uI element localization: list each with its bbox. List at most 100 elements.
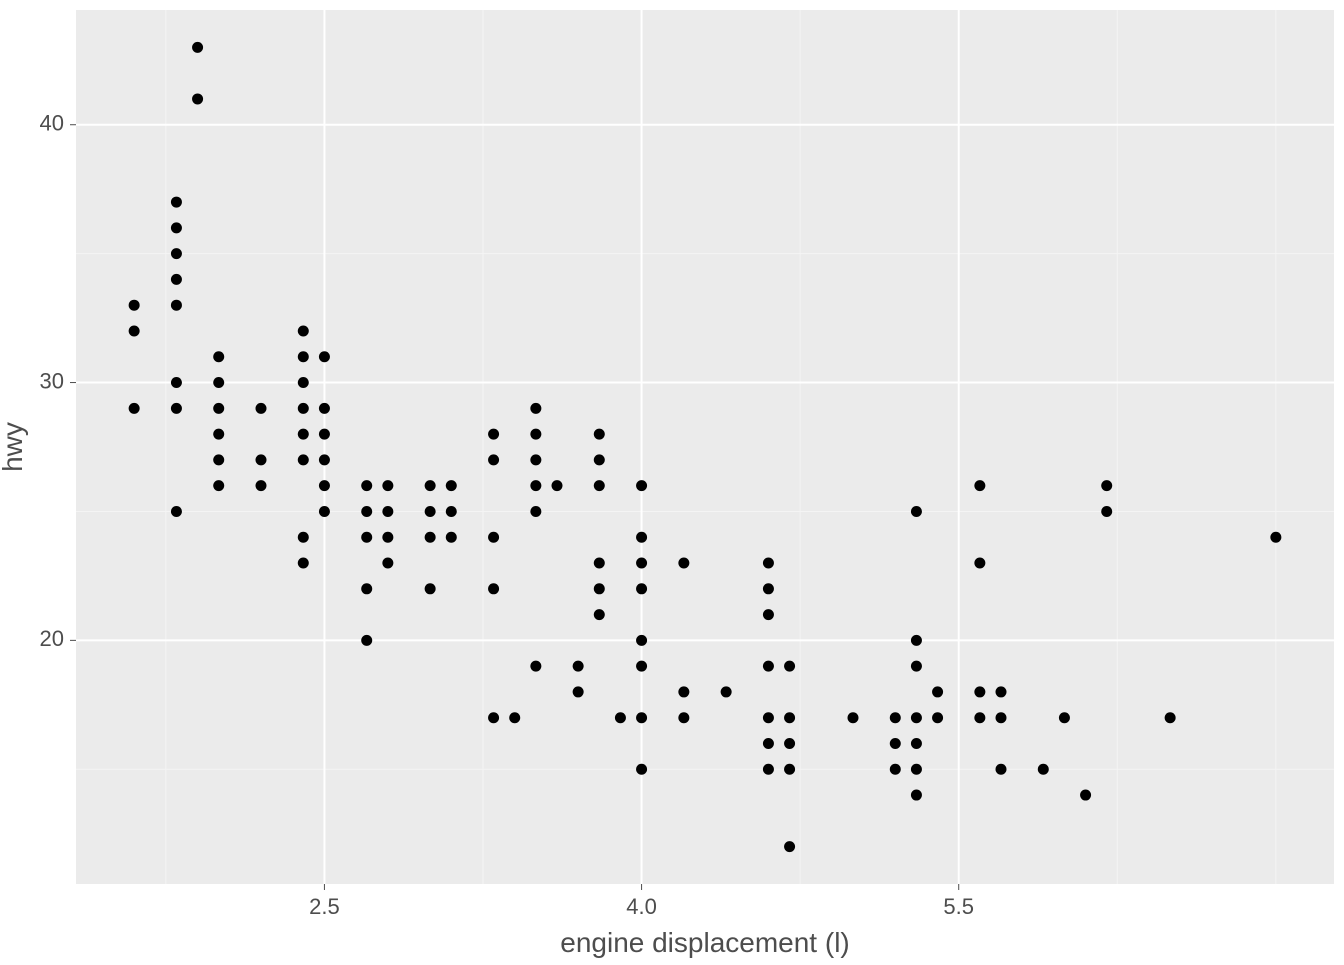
data-point (298, 532, 309, 543)
data-point (319, 429, 330, 440)
data-point (425, 532, 436, 543)
panel-background (76, 10, 1334, 884)
data-point (911, 506, 922, 517)
data-point (171, 403, 182, 414)
data-point (784, 712, 795, 723)
data-point (298, 325, 309, 336)
data-point (1270, 532, 1281, 543)
y-axis: 203040 (40, 111, 76, 652)
data-point (848, 712, 859, 723)
data-point (509, 712, 520, 723)
data-point (763, 764, 774, 775)
data-point (932, 712, 943, 723)
data-point (298, 558, 309, 569)
data-point (763, 583, 774, 594)
data-point (890, 712, 901, 723)
data-point (911, 712, 922, 723)
data-point (1080, 790, 1091, 801)
data-point (636, 532, 647, 543)
data-point (171, 197, 182, 208)
data-point (171, 222, 182, 233)
data-point (319, 351, 330, 362)
data-point (256, 480, 267, 491)
data-point (361, 480, 372, 491)
data-point (488, 712, 499, 723)
data-point (636, 583, 647, 594)
data-point (382, 506, 393, 517)
data-point (298, 454, 309, 465)
data-point (974, 558, 985, 569)
data-point (1165, 712, 1176, 723)
data-point (213, 351, 224, 362)
data-point (446, 506, 457, 517)
data-point (636, 712, 647, 723)
data-point (213, 377, 224, 388)
data-point (530, 429, 541, 440)
data-point (763, 661, 774, 672)
y-axis-title: hwy (0, 422, 28, 472)
y-tick-label: 40 (40, 111, 64, 136)
data-point (678, 712, 689, 723)
data-point (129, 325, 140, 336)
data-point (530, 661, 541, 672)
data-point (594, 454, 605, 465)
data-point (256, 454, 267, 465)
data-point (171, 274, 182, 285)
data-point (319, 480, 330, 491)
data-point (911, 790, 922, 801)
data-point (974, 686, 985, 697)
data-point (319, 506, 330, 517)
data-point (1101, 506, 1112, 517)
data-point (319, 454, 330, 465)
data-point (996, 764, 1007, 775)
data-point (636, 764, 647, 775)
data-point (594, 558, 605, 569)
data-point (615, 712, 626, 723)
data-point (129, 403, 140, 414)
data-point (171, 506, 182, 517)
data-point (382, 558, 393, 569)
data-point (530, 403, 541, 414)
data-point (763, 609, 774, 620)
data-point (488, 532, 499, 543)
data-point (488, 429, 499, 440)
data-point (932, 686, 943, 697)
data-point (361, 506, 372, 517)
data-point (171, 248, 182, 259)
data-point (425, 480, 436, 491)
data-point (530, 506, 541, 517)
data-point (425, 583, 436, 594)
data-point (298, 403, 309, 414)
y-tick-label: 30 (40, 368, 64, 393)
data-point (171, 300, 182, 311)
data-point (890, 738, 901, 749)
data-point (594, 609, 605, 620)
data-point (361, 635, 372, 646)
data-point (996, 712, 1007, 723)
data-point (573, 686, 584, 697)
data-point (763, 558, 774, 569)
data-point (594, 583, 605, 594)
data-point (213, 480, 224, 491)
data-point (213, 403, 224, 414)
data-point (382, 480, 393, 491)
data-point (573, 661, 584, 672)
data-point (488, 454, 499, 465)
data-point (784, 764, 795, 775)
x-axis-title: engine displacement (l) (560, 927, 850, 958)
data-point (171, 377, 182, 388)
data-point (1101, 480, 1112, 491)
data-point (382, 532, 393, 543)
data-point (974, 480, 985, 491)
data-point (446, 480, 457, 491)
x-tick-label: 5.5 (943, 894, 974, 919)
data-point (129, 300, 140, 311)
data-point (594, 429, 605, 440)
data-point (784, 661, 795, 672)
data-point (784, 841, 795, 852)
data-point (425, 506, 436, 517)
data-point (678, 686, 689, 697)
data-point (213, 454, 224, 465)
data-point (890, 764, 901, 775)
data-point (319, 403, 330, 414)
